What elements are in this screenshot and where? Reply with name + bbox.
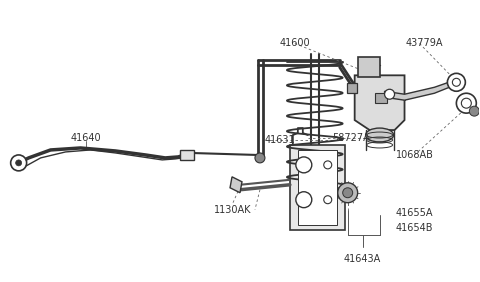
- Bar: [290, 145, 345, 230]
- Text: 41655A: 41655A: [396, 208, 433, 218]
- Bar: [298, 150, 336, 224]
- Circle shape: [338, 183, 358, 203]
- Circle shape: [296, 192, 312, 208]
- Circle shape: [324, 161, 332, 169]
- Circle shape: [343, 188, 353, 198]
- Ellipse shape: [366, 128, 394, 142]
- Bar: [374, 93, 386, 103]
- Bar: [358, 58, 380, 77]
- Bar: [347, 83, 357, 93]
- Text: 41643A: 41643A: [344, 254, 381, 265]
- Text: 1130AK: 1130AK: [214, 205, 252, 215]
- Circle shape: [461, 98, 471, 108]
- Circle shape: [452, 78, 460, 86]
- Text: 58727A: 58727A: [332, 133, 370, 143]
- Circle shape: [255, 153, 265, 163]
- Polygon shape: [230, 177, 242, 193]
- Circle shape: [469, 106, 480, 116]
- Text: 41631: 41631: [265, 135, 296, 145]
- Polygon shape: [384, 80, 455, 100]
- Bar: [180, 150, 194, 160]
- Text: 41640: 41640: [70, 133, 101, 143]
- Circle shape: [296, 157, 312, 173]
- Circle shape: [11, 155, 26, 171]
- Text: 43779A: 43779A: [406, 38, 443, 49]
- Circle shape: [447, 73, 465, 91]
- Text: 1068AB: 1068AB: [396, 150, 433, 160]
- Circle shape: [456, 93, 476, 113]
- Text: 41654B: 41654B: [396, 222, 433, 233]
- Circle shape: [16, 160, 22, 166]
- Circle shape: [384, 89, 395, 99]
- Text: 41600: 41600: [279, 38, 310, 49]
- Polygon shape: [355, 75, 405, 130]
- Circle shape: [324, 196, 332, 204]
